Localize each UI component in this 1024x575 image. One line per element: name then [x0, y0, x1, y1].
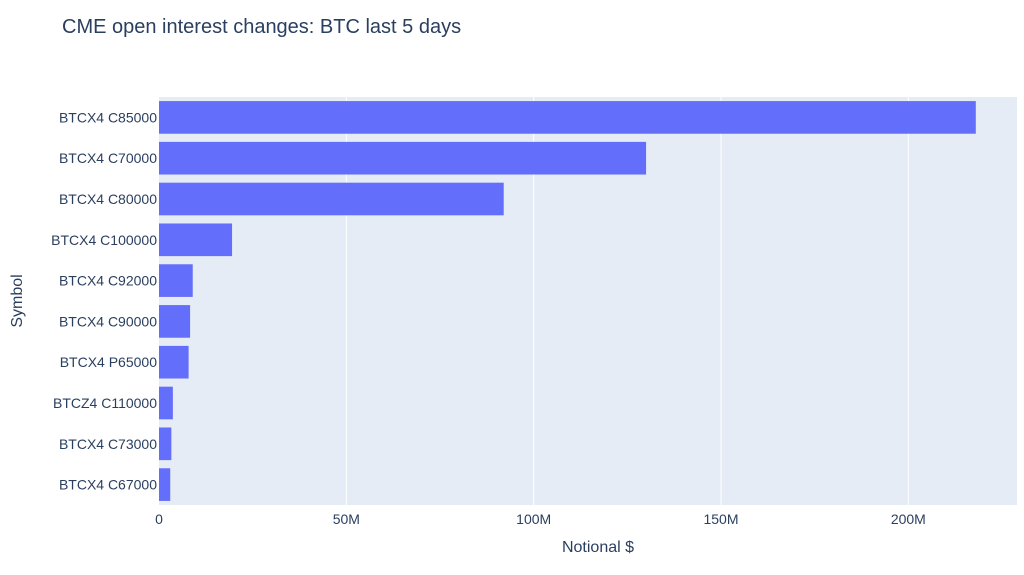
x-tick-label: 150M — [703, 511, 738, 527]
x-axis-title: Notional $ — [562, 539, 634, 556]
bar — [159, 182, 504, 216]
bar — [159, 264, 193, 297]
x-tick-label: 200M — [891, 511, 926, 527]
bar — [159, 141, 647, 175]
bar — [159, 223, 233, 257]
y-tick-label: BTCX4 C70000 — [59, 150, 157, 166]
bar — [159, 468, 171, 501]
chart-title: CME open interest changes: BTC last 5 da… — [62, 16, 462, 38]
y-tick-labels: BTCX4 C85000 BTCX4 C70000 BTCX4 C80000 BTCX… — [51, 109, 157, 492]
y-tick-label: BTCX4 C73000 — [59, 436, 157, 452]
y-tick-label: BTCX4 C80000 — [59, 191, 157, 207]
bar — [159, 101, 976, 134]
bar — [159, 386, 173, 420]
x-tick-label: 100M — [516, 511, 551, 527]
y-axis-title: Symbol — [9, 274, 26, 327]
x-tick-label: 0 — [155, 511, 163, 527]
y-tick-label: BTCX4 C67000 — [59, 477, 157, 493]
y-tick-label: BTCX4 C90000 — [59, 313, 157, 329]
bar — [159, 305, 191, 338]
bar — [159, 345, 189, 379]
y-tick-label: BTCX4 P65000 — [60, 354, 157, 370]
y-tick-label: BTCX4 C100000 — [51, 232, 157, 248]
y-tick-label: BTCX4 C85000 — [59, 109, 157, 125]
x-tick-label: 50M — [333, 511, 360, 527]
bars — [159, 101, 976, 501]
bar — [159, 427, 172, 461]
x-tick-labels: 0 50M 100M 150M 200M — [155, 511, 926, 527]
y-tick-label: BTCZ4 C110000 — [53, 395, 157, 411]
y-tick-label: BTCX4 C92000 — [59, 273, 157, 289]
